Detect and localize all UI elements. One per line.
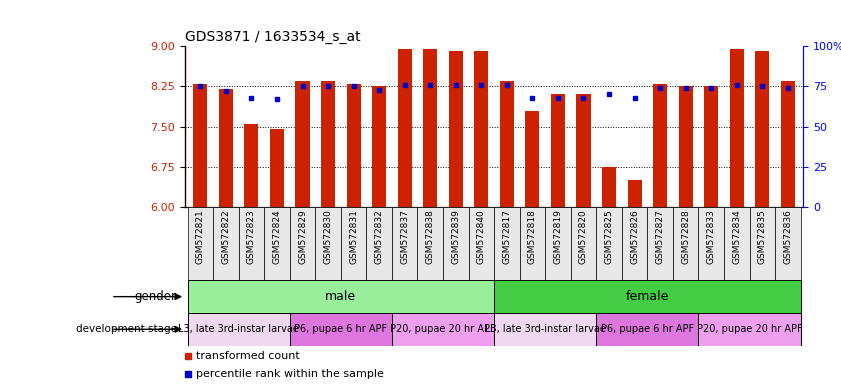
Text: GSM572828: GSM572828 <box>681 210 690 264</box>
Bar <box>417 207 443 280</box>
Text: percentile rank within the sample: percentile rank within the sample <box>196 369 384 379</box>
Text: P6, pupae 6 hr APF: P6, pupae 6 hr APF <box>600 324 694 334</box>
Bar <box>372 86 386 207</box>
Text: GSM572822: GSM572822 <box>221 210 230 264</box>
Text: GSM572836: GSM572836 <box>783 210 792 265</box>
Bar <box>295 81 309 207</box>
Bar <box>571 207 596 280</box>
Bar <box>520 207 545 280</box>
Bar <box>341 207 367 280</box>
Bar <box>474 51 489 207</box>
Text: L3, late 3rd-instar larvae: L3, late 3rd-instar larvae <box>484 324 606 334</box>
Bar <box>494 207 520 280</box>
Text: transformed count: transformed count <box>196 351 300 361</box>
Bar <box>188 313 290 346</box>
Text: GSM572823: GSM572823 <box>247 210 256 264</box>
Bar <box>679 86 693 207</box>
Bar <box>698 207 724 280</box>
Text: male: male <box>325 290 357 303</box>
Bar <box>443 207 468 280</box>
Text: GSM572839: GSM572839 <box>452 210 460 265</box>
Bar <box>621 207 648 280</box>
Bar <box>290 313 392 346</box>
Text: GSM572824: GSM572824 <box>272 210 282 264</box>
Bar <box>704 86 718 207</box>
Bar <box>673 207 698 280</box>
Bar <box>193 84 208 207</box>
Bar <box>500 81 514 207</box>
Text: GSM572821: GSM572821 <box>196 210 205 264</box>
Bar <box>627 180 642 207</box>
Bar <box>724 207 749 280</box>
Bar <box>270 129 284 207</box>
Text: GSM572838: GSM572838 <box>426 210 435 265</box>
Text: GSM572835: GSM572835 <box>758 210 767 265</box>
Bar <box>245 124 258 207</box>
Bar <box>468 207 494 280</box>
Text: gender: gender <box>135 290 177 303</box>
Bar <box>423 49 437 207</box>
Text: GSM572825: GSM572825 <box>605 210 614 264</box>
Bar <box>698 313 801 346</box>
Text: P20, pupae 20 hr APF: P20, pupae 20 hr APF <box>390 324 496 334</box>
Text: GSM572819: GSM572819 <box>553 210 563 265</box>
Bar <box>188 207 213 280</box>
Bar <box>755 51 770 207</box>
Text: GSM572818: GSM572818 <box>528 210 537 265</box>
Bar <box>367 207 392 280</box>
Bar <box>188 280 494 313</box>
Bar <box>219 89 233 207</box>
Bar <box>596 313 698 346</box>
Text: GSM572831: GSM572831 <box>349 210 358 265</box>
Text: GDS3871 / 1633534_s_at: GDS3871 / 1633534_s_at <box>185 30 361 44</box>
Bar <box>494 280 801 313</box>
Text: P6, pupae 6 hr APF: P6, pupae 6 hr APF <box>294 324 388 334</box>
Bar <box>264 207 290 280</box>
Bar <box>315 207 341 280</box>
Bar <box>602 167 616 207</box>
Bar <box>449 51 463 207</box>
Bar <box>392 313 495 346</box>
Text: GSM572832: GSM572832 <box>374 210 383 264</box>
Text: GSM572830: GSM572830 <box>324 210 332 265</box>
Bar <box>213 207 239 280</box>
Text: GSM572829: GSM572829 <box>298 210 307 264</box>
Bar <box>749 207 775 280</box>
Text: L3, late 3rd-instar larvae: L3, late 3rd-instar larvae <box>178 324 299 334</box>
Text: GSM572827: GSM572827 <box>656 210 664 264</box>
Text: GSM572820: GSM572820 <box>579 210 588 264</box>
Bar <box>494 313 596 346</box>
Bar <box>775 207 801 280</box>
Text: GSM572833: GSM572833 <box>706 210 716 265</box>
Bar <box>730 49 743 207</box>
Bar <box>576 94 590 207</box>
Bar <box>239 207 264 280</box>
Bar <box>551 94 565 207</box>
Bar <box>596 207 621 280</box>
Text: GSM572834: GSM572834 <box>733 210 741 264</box>
Bar <box>526 111 539 207</box>
Bar <box>321 81 335 207</box>
Text: female: female <box>626 290 669 303</box>
Bar <box>648 207 673 280</box>
Bar <box>346 84 361 207</box>
Bar <box>780 81 795 207</box>
Bar <box>290 207 315 280</box>
Bar <box>398 49 412 207</box>
Bar <box>545 207 571 280</box>
Text: GSM572817: GSM572817 <box>502 210 511 265</box>
Bar <box>653 84 667 207</box>
Text: GSM572826: GSM572826 <box>630 210 639 264</box>
Text: GSM572837: GSM572837 <box>400 210 410 265</box>
Text: P20, pupae 20 hr APF: P20, pupae 20 hr APF <box>696 324 802 334</box>
Bar <box>392 207 417 280</box>
Text: development stage: development stage <box>76 324 177 334</box>
Text: GSM572840: GSM572840 <box>477 210 486 264</box>
